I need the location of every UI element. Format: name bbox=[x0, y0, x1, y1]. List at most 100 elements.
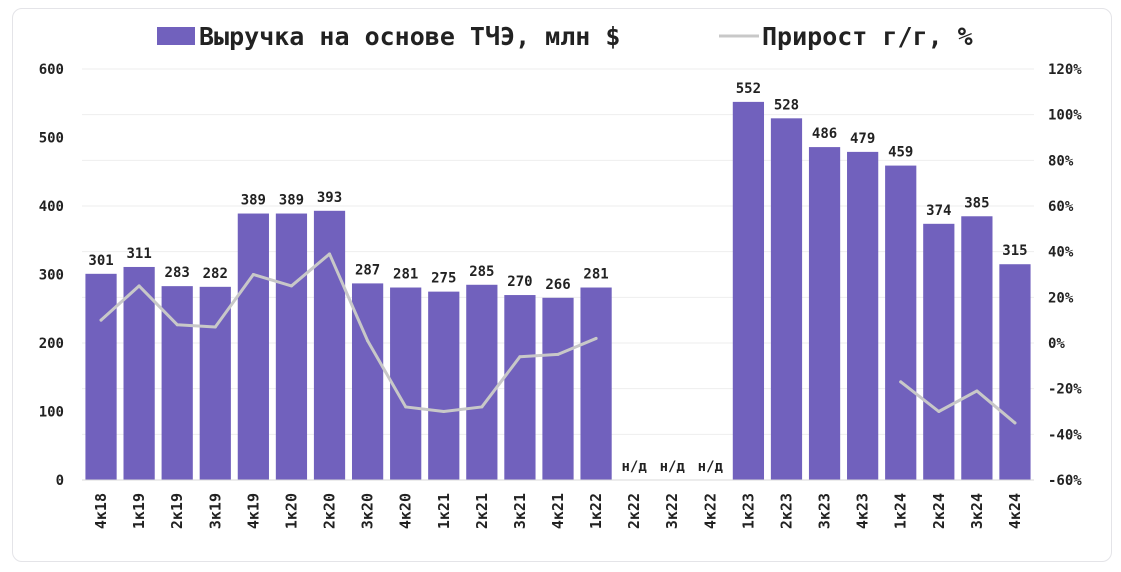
bar-value-label: 282 bbox=[203, 266, 228, 282]
y-right-tick-label: 60% bbox=[1048, 199, 1074, 215]
y-right-tick-label: 40% bbox=[1048, 245, 1074, 261]
y-right-tick-label: 120% bbox=[1048, 62, 1082, 78]
y-left-tick-label: 100 bbox=[39, 405, 64, 421]
bar-4к24 bbox=[999, 264, 1031, 480]
growth-point bbox=[137, 284, 141, 288]
bar-value-label: 311 bbox=[126, 246, 151, 262]
x-tick-label: 4к24 bbox=[1006, 493, 1024, 529]
bar-value-label: 486 bbox=[812, 126, 837, 142]
x-tick-label: 2к24 bbox=[930, 493, 948, 529]
x-tick-label: 4к19 bbox=[244, 493, 262, 529]
bar-value-label: 528 bbox=[774, 97, 799, 113]
x-tick-label: 3к23 bbox=[816, 493, 834, 529]
growth-line bbox=[99, 252, 1017, 425]
growth-point bbox=[899, 380, 903, 384]
growth-point bbox=[366, 339, 370, 343]
x-tick-label: 3к20 bbox=[359, 493, 377, 529]
growth-point bbox=[99, 318, 103, 322]
bars bbox=[85, 101, 1031, 481]
bar-3к19 bbox=[199, 286, 231, 480]
y-right-tick-label: -20% bbox=[1048, 382, 1082, 398]
x-tick-label: 4к21 bbox=[549, 493, 567, 529]
legend-bar-label: Выручка на основе ТЧЭ, млн $ bbox=[199, 22, 620, 51]
bar-4к23 bbox=[847, 151, 879, 480]
bar-value-label: 393 bbox=[317, 190, 342, 206]
bar-value-label: 281 bbox=[583, 267, 608, 283]
growth-line-segment bbox=[899, 380, 1017, 425]
x-tick-label: 2к23 bbox=[777, 493, 795, 529]
bar-value-label: 389 bbox=[279, 193, 304, 209]
growth-point bbox=[175, 323, 179, 327]
bar-value-label: 285 bbox=[469, 264, 494, 280]
x-tick-label: 3к22 bbox=[663, 493, 681, 529]
bar-value-label: 552 bbox=[736, 81, 761, 97]
y-left-tick-label: 600 bbox=[39, 62, 64, 78]
growth-point bbox=[975, 389, 979, 393]
growth-point bbox=[404, 405, 408, 409]
bar-4к21 bbox=[542, 297, 574, 480]
y-right-tick-label: 80% bbox=[1048, 153, 1074, 169]
x-tick-label: 2к22 bbox=[625, 493, 643, 529]
bar-value-label: 459 bbox=[888, 145, 913, 161]
x-tick-label: 3к19 bbox=[206, 493, 224, 529]
bar-value-label: 301 bbox=[88, 253, 113, 269]
bar-2к21 bbox=[466, 284, 498, 480]
x-tick-label: 3к21 bbox=[511, 493, 529, 529]
bar-1к21 bbox=[428, 291, 460, 480]
y-right-tick-label: -60% bbox=[1048, 473, 1082, 489]
growth-point bbox=[480, 405, 484, 409]
growth-point bbox=[251, 273, 255, 276]
no-data-label: н/д bbox=[660, 459, 686, 475]
bar-value-label: 275 bbox=[431, 271, 456, 287]
bar-4к20 bbox=[390, 287, 422, 480]
bar-3к23 bbox=[808, 147, 841, 480]
x-tick-label: 1к23 bbox=[739, 493, 757, 529]
bar-value-label: 266 bbox=[545, 277, 570, 293]
x-tick-label: 1к21 bbox=[435, 493, 453, 529]
x-tick-label: 4к23 bbox=[854, 493, 872, 529]
y-left-tick-label: 500 bbox=[39, 131, 64, 147]
x-tick-label: 4к20 bbox=[397, 493, 415, 529]
growth-point bbox=[1013, 421, 1017, 425]
growth-point bbox=[594, 336, 598, 340]
bar-1к19 bbox=[123, 266, 155, 480]
bar-value-label: 315 bbox=[1002, 243, 1027, 259]
bar-2к20 bbox=[313, 210, 346, 481]
y-right-tick-label: -40% bbox=[1048, 427, 1082, 443]
y-right-tick-label: 100% bbox=[1048, 108, 1082, 124]
bar-2к23 bbox=[770, 118, 803, 480]
bar-value-label: 283 bbox=[165, 265, 190, 281]
bar-1к20 bbox=[275, 213, 308, 480]
data-labels: 301 311 283 282 389 389 393 287 281 275 285 270 266 2… bbox=[88, 81, 1027, 475]
bar-4к19 bbox=[237, 213, 269, 480]
y-left-tick-label: 0 bbox=[56, 473, 64, 489]
bar-2к19 bbox=[161, 286, 193, 480]
growth-point bbox=[518, 355, 522, 359]
growth-point bbox=[328, 252, 332, 256]
y-left-tick-label: 300 bbox=[39, 268, 64, 284]
bar-value-label: 287 bbox=[355, 262, 380, 278]
bar-2к24 bbox=[923, 223, 955, 480]
growth-point bbox=[289, 284, 293, 288]
bar-1к22 bbox=[580, 287, 612, 480]
bar-value-label: 270 bbox=[507, 274, 532, 290]
x-tick-label: 3к24 bbox=[968, 493, 986, 529]
x-tick-label: 4к22 bbox=[701, 493, 719, 529]
x-tick-label: 1к20 bbox=[282, 493, 300, 529]
bar-value-label: 374 bbox=[926, 203, 951, 219]
bar-4к18 bbox=[85, 273, 117, 480]
bar-value-label: 389 bbox=[241, 193, 266, 209]
bar-3к24 bbox=[961, 216, 993, 480]
bar-1к24 bbox=[885, 165, 917, 480]
bar-1к23 bbox=[732, 101, 765, 480]
legend-line-label: Прирост г/г, % bbox=[762, 22, 973, 51]
y-right-tick-label: 0% bbox=[1048, 336, 1065, 352]
x-tick-label: 4к18 bbox=[92, 493, 110, 529]
bar-value-label: 281 bbox=[393, 267, 418, 283]
y-right-tick-label: 20% bbox=[1048, 290, 1074, 306]
legend-bar-swatch bbox=[157, 27, 195, 45]
x-tick-label: 1к19 bbox=[130, 493, 148, 529]
no-data-label: н/д bbox=[698, 459, 724, 475]
growth-point bbox=[213, 325, 217, 329]
